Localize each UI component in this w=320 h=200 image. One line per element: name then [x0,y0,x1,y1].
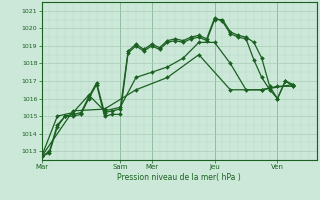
X-axis label: Pression niveau de la mer( hPa ): Pression niveau de la mer( hPa ) [117,173,241,182]
